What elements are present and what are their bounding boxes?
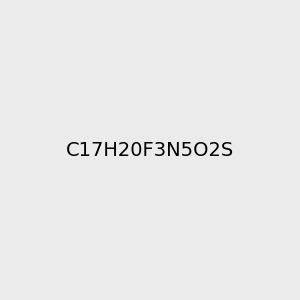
Text: C17H20F3N5O2S: C17H20F3N5O2S [66,140,234,160]
